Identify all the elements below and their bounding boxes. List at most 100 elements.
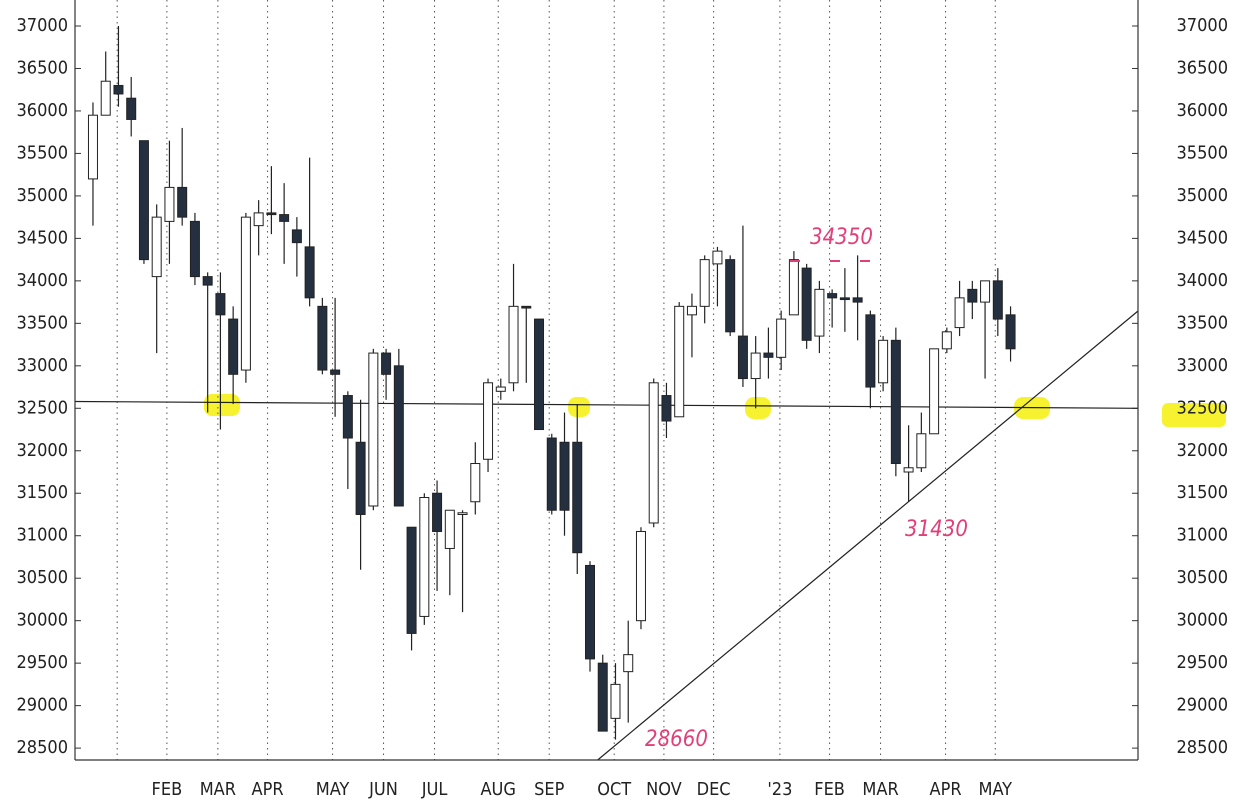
annotation: 34350 bbox=[810, 225, 873, 250]
y-tick-label: 28500 bbox=[16, 737, 68, 758]
candle-body bbox=[457, 512, 468, 515]
candle-body bbox=[215, 293, 226, 316]
x-tick-label: MAY bbox=[978, 779, 1012, 800]
candle-body bbox=[839, 297, 850, 301]
y-tick-label: 37000 bbox=[16, 15, 68, 36]
y-tick-label: 30500 bbox=[16, 567, 68, 588]
y-tick-label-right: 29500 bbox=[1176, 652, 1228, 673]
candle-body bbox=[419, 496, 430, 617]
candle-body bbox=[240, 216, 251, 371]
y-tick-label-right: 30500 bbox=[1176, 567, 1228, 588]
y-tick-label: 32500 bbox=[16, 397, 68, 418]
y-tick-label: 35500 bbox=[16, 142, 68, 163]
candle-body bbox=[827, 293, 838, 299]
candle-body bbox=[852, 297, 863, 303]
candle-body bbox=[151, 216, 162, 278]
candle-body bbox=[189, 220, 200, 278]
candle-body bbox=[661, 395, 672, 422]
candle-body bbox=[750, 352, 761, 380]
candle-body bbox=[508, 305, 519, 384]
x-tick-label: SEP bbox=[534, 779, 565, 800]
candle-body bbox=[279, 214, 290, 222]
candle-body bbox=[470, 463, 481, 503]
candle-body bbox=[941, 331, 952, 350]
x-tick-label: JUN bbox=[368, 779, 398, 800]
candle-body bbox=[495, 386, 506, 392]
highlight bbox=[204, 394, 240, 416]
candle-body bbox=[954, 297, 965, 329]
y-tick-label: 36500 bbox=[16, 57, 68, 78]
x-tick-label: JUL bbox=[421, 779, 448, 800]
y-tick-label-right: 28500 bbox=[1176, 737, 1228, 758]
candle-body bbox=[317, 305, 328, 371]
candle-body bbox=[432, 492, 443, 532]
candle-body bbox=[342, 395, 353, 439]
trend-line bbox=[74, 400, 1139, 409]
x-tick-label: FEB bbox=[152, 779, 183, 800]
candle-body bbox=[674, 305, 685, 418]
candle-body bbox=[597, 662, 608, 732]
candle-body bbox=[100, 80, 111, 116]
candle-body bbox=[776, 318, 787, 358]
candle-body bbox=[1005, 314, 1016, 350]
candle-body bbox=[878, 339, 889, 384]
y-tick-label: 29000 bbox=[16, 695, 68, 716]
x-tick-label: APR bbox=[252, 779, 284, 800]
candle-body bbox=[686, 305, 697, 316]
y-tick-label: 34000 bbox=[16, 270, 68, 291]
candle-body bbox=[814, 288, 825, 337]
trend-line bbox=[597, 310, 1139, 761]
candle-body bbox=[164, 186, 175, 222]
candle-body bbox=[546, 437, 557, 511]
candle-body bbox=[368, 352, 379, 507]
candle-body bbox=[929, 348, 940, 435]
candle-body bbox=[712, 250, 723, 265]
candle-body bbox=[113, 84, 124, 95]
y-tick-label-right: 31000 bbox=[1176, 525, 1228, 546]
y-tick-label: 29500 bbox=[16, 652, 68, 673]
y-tick-label-right: 35500 bbox=[1176, 142, 1228, 163]
candle-body bbox=[534, 318, 545, 431]
x-tick-label: APR bbox=[930, 779, 962, 800]
x-tick-label: MAR bbox=[200, 779, 236, 800]
candle-body bbox=[648, 382, 659, 524]
candle-body bbox=[699, 259, 710, 307]
candle-body bbox=[87, 114, 98, 180]
y-tick-label-right: 33000 bbox=[1176, 355, 1228, 376]
candle-body bbox=[559, 441, 570, 511]
plot bbox=[74, 0, 1139, 761]
y-tick-label-right: 36500 bbox=[1176, 57, 1228, 78]
x-tick-label: FEB bbox=[814, 779, 845, 800]
candle-body bbox=[763, 352, 774, 358]
y-tick-label: 33000 bbox=[16, 355, 68, 376]
candle-body bbox=[291, 229, 302, 244]
highlight bbox=[1162, 403, 1226, 427]
y-tick-label: 34500 bbox=[16, 227, 68, 248]
y-tick-label: 31500 bbox=[16, 482, 68, 503]
candle-body bbox=[623, 654, 634, 673]
candle-body bbox=[788, 259, 799, 316]
y-tick-label-right: 32500 bbox=[1176, 397, 1228, 418]
y-tick-label-right: 32000 bbox=[1176, 440, 1228, 461]
y-tick-label-right: 30000 bbox=[1176, 610, 1228, 631]
candle-body bbox=[177, 186, 188, 218]
x-tick-label: DEC bbox=[697, 779, 731, 800]
candle-body bbox=[890, 339, 901, 465]
candle-body bbox=[202, 276, 213, 286]
candle-body bbox=[572, 441, 583, 554]
candle-body bbox=[967, 288, 978, 303]
candle-body bbox=[801, 267, 812, 341]
candle-body bbox=[406, 526, 417, 634]
candle-body bbox=[584, 564, 595, 660]
y-tick-label: 33500 bbox=[16, 312, 68, 333]
annotation: 28660 bbox=[645, 727, 708, 752]
x-tick-label: '23 bbox=[767, 779, 792, 800]
candle-body bbox=[483, 382, 494, 460]
candle-body bbox=[992, 280, 1003, 320]
y-tick-label-right: 37000 bbox=[1176, 15, 1228, 36]
candle-body bbox=[138, 140, 149, 261]
candle-body bbox=[980, 280, 991, 303]
candle-body bbox=[916, 433, 927, 469]
